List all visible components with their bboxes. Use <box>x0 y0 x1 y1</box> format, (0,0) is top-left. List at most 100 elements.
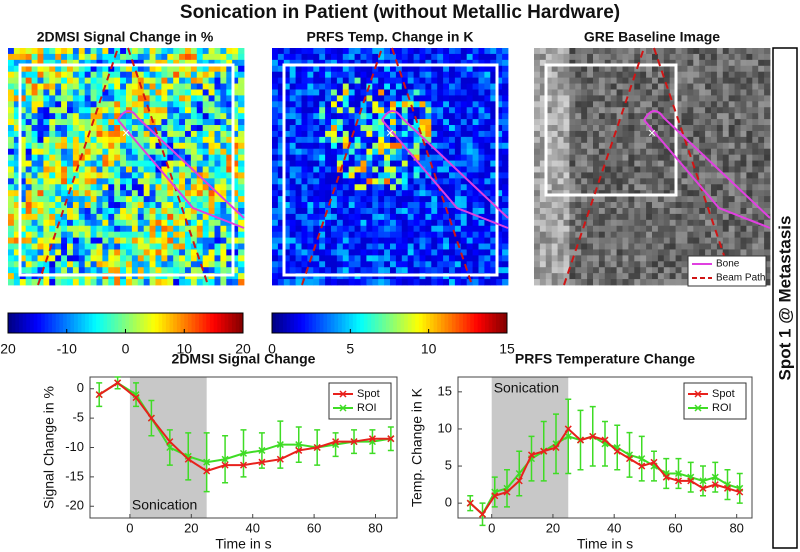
image-pixel <box>138 255 144 261</box>
image-pixel <box>408 48 414 54</box>
image-pixel <box>55 107 61 113</box>
image-pixel <box>414 249 420 255</box>
image-pixel <box>378 279 384 285</box>
image-pixel <box>302 84 308 90</box>
image-pixel <box>220 125 226 131</box>
image-pixel <box>676 48 682 54</box>
image-pixel <box>372 190 378 196</box>
image-pixel <box>120 255 126 261</box>
image-pixel <box>313 113 319 119</box>
colorbar-cell <box>412 313 416 333</box>
image-pixel <box>461 202 467 208</box>
image-pixel <box>705 184 711 190</box>
image-pixel <box>272 255 278 261</box>
image-pixel <box>150 95 156 101</box>
image-pixel <box>581 267 587 273</box>
image-pixel <box>741 137 747 143</box>
image-pixel <box>676 226 682 232</box>
image-pixel <box>73 84 79 90</box>
x-tick-label: -10 <box>57 341 77 357</box>
image-pixel <box>490 279 496 285</box>
image-pixel <box>32 101 38 107</box>
image-pixel <box>729 101 735 107</box>
image-pixel <box>735 101 741 107</box>
image-pixel <box>437 137 443 143</box>
image-pixel <box>366 131 372 137</box>
image-pixel <box>272 220 278 226</box>
image-pixel <box>173 279 179 285</box>
image-pixel <box>173 54 179 60</box>
image-pixel <box>711 95 717 101</box>
image-pixel <box>8 119 14 125</box>
image-pixel <box>443 113 449 119</box>
image-pixel <box>617 167 623 173</box>
image-pixel <box>49 84 55 90</box>
image-pixel <box>331 232 337 238</box>
image-pixel <box>120 214 126 220</box>
image-pixel <box>343 208 349 214</box>
image-pixel <box>431 190 437 196</box>
colorbar-cell <box>393 313 397 333</box>
image-pixel <box>220 72 226 78</box>
image-pixel <box>758 66 764 72</box>
image-pixel <box>658 214 664 220</box>
image-pixel <box>272 214 278 220</box>
image-pixel <box>238 48 244 54</box>
image-pixel <box>640 178 646 184</box>
image-pixel <box>272 232 278 238</box>
image-pixel <box>191 95 197 101</box>
image-pixel <box>634 107 640 113</box>
image-pixel <box>711 208 717 214</box>
image-pixel <box>729 161 735 167</box>
image-pixel <box>67 78 73 84</box>
image-pixel <box>132 255 138 261</box>
image-pixel <box>73 226 79 232</box>
image-pixel <box>569 208 575 214</box>
image-pixel <box>185 279 191 285</box>
image-pixel <box>735 54 741 60</box>
image-pixel <box>150 167 156 173</box>
image-pixel <box>120 267 126 273</box>
image-pixel <box>687 202 693 208</box>
image-pixel <box>108 279 114 285</box>
image-pixel <box>484 149 490 155</box>
image-pixel <box>640 89 646 95</box>
image-pixel <box>102 279 108 285</box>
image-pixel <box>752 172 758 178</box>
image-pixel <box>752 60 758 66</box>
image-pixel <box>646 220 652 226</box>
image-pixel <box>114 107 120 113</box>
image-pixel <box>461 89 467 95</box>
image-pixel <box>484 155 490 161</box>
image-pixel <box>670 202 676 208</box>
image-pixel <box>91 125 97 131</box>
image-pixel <box>313 143 319 149</box>
image-pixel <box>73 196 79 202</box>
image-pixel <box>215 137 221 143</box>
image-pixel <box>628 208 634 214</box>
image-pixel <box>161 54 167 60</box>
image-pixel <box>646 89 652 95</box>
image-pixel <box>61 66 67 72</box>
image-pixel <box>628 101 634 107</box>
image-pixel <box>581 95 587 101</box>
image-pixel <box>396 89 402 95</box>
image-pixel <box>85 78 91 84</box>
image-pixel <box>85 244 91 250</box>
colorbar-cell <box>404 313 408 333</box>
image-pixel <box>55 66 61 72</box>
image-pixel <box>114 238 120 244</box>
image-pixel <box>372 107 378 113</box>
image-pixel <box>272 66 278 72</box>
image-pixel <box>331 172 337 178</box>
image-pixel <box>43 119 49 125</box>
image-pixel <box>67 48 73 54</box>
image-pixel <box>67 161 73 167</box>
image-pixel <box>652 66 658 72</box>
image-pixel <box>355 178 361 184</box>
image-pixel <box>449 131 455 137</box>
image-pixel <box>569 196 575 202</box>
image-pixel <box>79 137 85 143</box>
image-pixel <box>437 54 443 60</box>
image-pixel <box>467 107 473 113</box>
